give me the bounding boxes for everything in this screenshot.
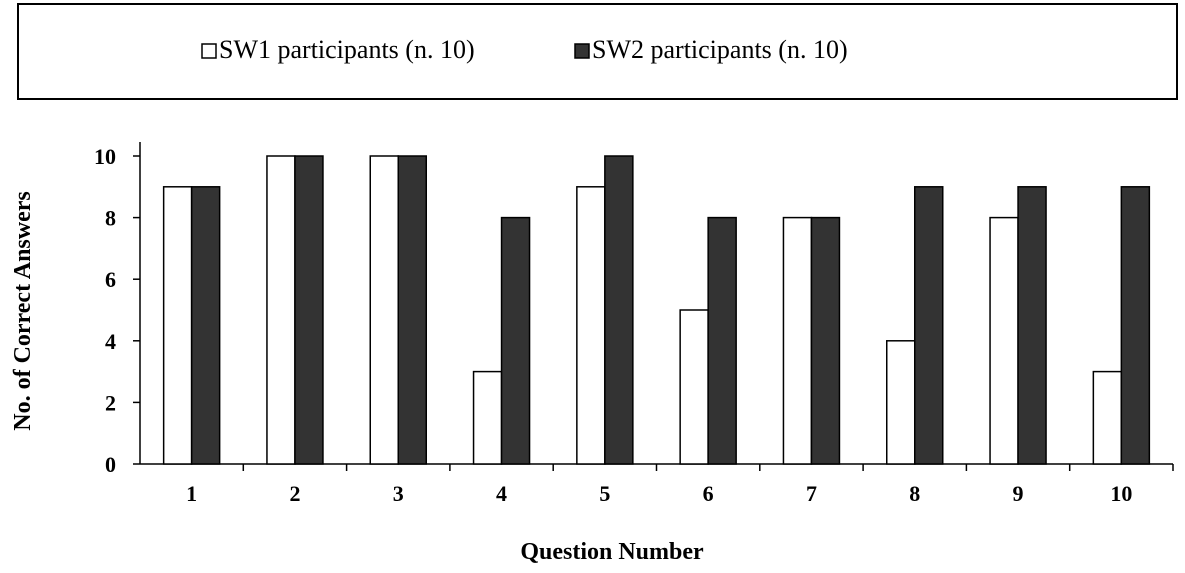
x-tick-label: 2 [289, 481, 300, 506]
legend-label-sw1: SW1 participants (n. 10) [219, 35, 475, 64]
y-tick-label: 4 [105, 329, 116, 354]
legend-label-sw2: SW2 participants (n. 10) [592, 35, 848, 64]
bars [164, 156, 1150, 464]
bar-sw1 [783, 218, 811, 464]
y-tick-label: 0 [105, 452, 116, 477]
bar-sw1 [267, 156, 295, 464]
bar-sw2 [708, 218, 736, 464]
y-tick-label: 8 [105, 206, 116, 231]
y-axis-ticks: 0 2 4 6 8 10 [94, 144, 140, 477]
bar-sw1 [680, 310, 708, 464]
bar-sw1 [577, 187, 605, 464]
x-tick-label: 10 [1110, 481, 1132, 506]
x-axis-title: Question Number [520, 539, 704, 565]
bar-sw1 [990, 218, 1018, 464]
x-tick-label: 8 [909, 481, 920, 506]
bar-sw1 [1093, 372, 1121, 464]
legend-swatch-sw2 [575, 44, 589, 58]
bar-sw1 [370, 156, 398, 464]
bar-sw2 [1121, 187, 1149, 464]
x-tick-label: 9 [1013, 481, 1024, 506]
bar-sw1 [164, 187, 192, 464]
x-axis-ticks: 1 2 3 4 5 6 7 8 9 10 [186, 464, 1173, 506]
bar-sw2 [295, 156, 323, 464]
bar-sw2 [811, 218, 839, 464]
bar-sw2 [502, 218, 530, 464]
bar-sw2 [605, 156, 633, 464]
legend-swatch-sw1 [202, 44, 216, 58]
y-tick-label: 10 [94, 144, 116, 169]
y-tick-label: 2 [105, 390, 116, 415]
bar-sw1 [887, 341, 915, 464]
x-tick-label: 7 [806, 481, 817, 506]
x-tick-label: 3 [393, 481, 404, 506]
bar-sw2 [192, 187, 220, 464]
x-tick-label: 1 [186, 481, 197, 506]
x-tick-label: 6 [703, 481, 714, 506]
bar-sw1 [474, 372, 502, 464]
bar-sw2 [1018, 187, 1046, 464]
y-axis-title: No. of Correct Answers [10, 191, 36, 431]
bar-sw2 [915, 187, 943, 464]
y-tick-label: 6 [105, 267, 116, 292]
x-tick-label: 5 [599, 481, 610, 506]
bar-sw2 [398, 156, 426, 464]
x-tick-label: 4 [496, 481, 507, 506]
legend: SW1 participants (n. 10) SW2 participant… [18, 4, 1177, 99]
